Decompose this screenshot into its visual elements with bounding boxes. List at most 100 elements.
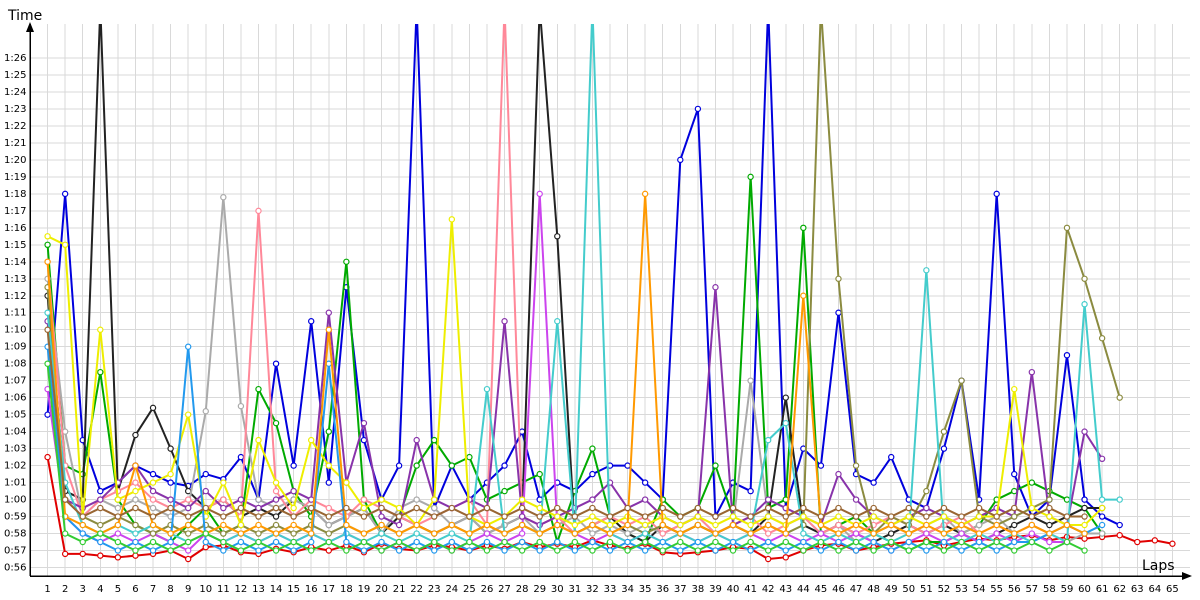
data-point xyxy=(501,513,508,520)
y-tick-label: 1:09 xyxy=(4,342,26,353)
data-point xyxy=(149,404,157,412)
y-tick-label: 1:03 xyxy=(4,444,26,455)
data-point xyxy=(1028,513,1036,520)
data-point xyxy=(659,530,666,537)
data-point xyxy=(220,504,227,512)
data-point xyxy=(378,538,385,546)
data-point xyxy=(571,521,579,529)
data-point xyxy=(395,462,403,469)
data-point xyxy=(1081,301,1088,308)
x-tick-label: 55 xyxy=(990,584,1003,595)
data-point xyxy=(1063,352,1071,359)
series-line xyxy=(46,24,1121,526)
data-point xyxy=(501,530,508,537)
data-point xyxy=(1081,530,1088,537)
data-point xyxy=(290,547,297,554)
data-point xyxy=(940,445,948,452)
data-point xyxy=(554,521,561,529)
data-point xyxy=(413,462,420,469)
data-point xyxy=(1046,521,1053,529)
data-point xyxy=(237,538,245,546)
y-tick-label: 1:21 xyxy=(4,138,26,149)
data-point xyxy=(817,547,825,554)
data-point xyxy=(202,504,209,512)
data-point xyxy=(413,496,420,503)
x-tick-label: 49 xyxy=(885,584,898,595)
data-point xyxy=(641,190,649,198)
data-point xyxy=(378,504,385,512)
data-point xyxy=(817,521,825,529)
x-tick-label: 61 xyxy=(1096,584,1109,595)
data-point xyxy=(835,521,842,529)
data-point xyxy=(255,385,262,393)
data-point xyxy=(694,521,702,529)
data-point xyxy=(360,547,368,554)
y-tick-label: 1:05 xyxy=(4,410,26,421)
data-point xyxy=(764,496,772,503)
x-tick-label: 50 xyxy=(902,584,915,595)
data-point xyxy=(589,470,596,478)
data-point xyxy=(712,284,719,291)
data-point xyxy=(766,4,771,9)
data-point xyxy=(97,326,104,333)
data-point xyxy=(395,521,403,529)
data-point xyxy=(255,207,262,215)
data-point xyxy=(202,408,209,415)
data-point xyxy=(272,521,280,529)
x-tick-label: 10 xyxy=(199,584,212,595)
data-point xyxy=(571,547,579,554)
data-point xyxy=(149,470,157,478)
y-tick-label: 1:17 xyxy=(4,206,26,217)
data-point xyxy=(729,547,737,554)
data-point xyxy=(413,504,420,512)
data-point xyxy=(518,547,526,554)
data-point xyxy=(167,547,174,554)
data-point xyxy=(132,504,139,512)
data-point xyxy=(431,504,438,512)
data-point xyxy=(606,513,614,520)
data-point xyxy=(1046,547,1053,554)
data-point xyxy=(132,538,139,546)
data-point xyxy=(800,224,807,232)
data-point xyxy=(132,479,139,486)
x-axis-arrow xyxy=(1182,572,1192,580)
data-point xyxy=(975,513,983,520)
x-tick-label: 52 xyxy=(938,584,951,595)
data-point xyxy=(1011,385,1018,393)
x-tick-label: 36 xyxy=(656,584,669,595)
data-point xyxy=(817,530,825,537)
data-point xyxy=(800,504,807,512)
series-line xyxy=(46,329,1085,518)
data-point xyxy=(958,538,965,546)
data-point xyxy=(149,513,157,520)
data-point xyxy=(448,462,456,469)
data-point xyxy=(518,496,526,503)
series-14 xyxy=(44,360,1088,554)
y-tick-label: 1:14 xyxy=(4,257,26,268)
x-tick-label: 27 xyxy=(498,584,511,595)
data-point xyxy=(44,453,51,461)
data-point xyxy=(184,538,192,546)
x-tick-label: 63 xyxy=(1131,584,1144,595)
data-point xyxy=(1028,538,1036,546)
data-point xyxy=(624,538,631,546)
data-point xyxy=(1169,540,1176,547)
x-tick-label: 31 xyxy=(568,584,581,595)
data-point xyxy=(431,530,438,537)
data-point xyxy=(870,547,877,554)
data-point xyxy=(888,530,895,537)
data-point xyxy=(764,504,772,512)
data-point xyxy=(677,156,684,164)
data-point xyxy=(184,496,192,503)
data-point xyxy=(835,530,842,537)
x-axis-title: Laps xyxy=(1142,558,1175,574)
data-point xyxy=(800,513,807,520)
data-point xyxy=(852,513,860,520)
data-point xyxy=(1063,496,1071,503)
data-point xyxy=(747,547,754,554)
x-tick-label: 58 xyxy=(1043,584,1056,595)
data-point xyxy=(220,521,227,529)
data-point xyxy=(1116,521,1123,529)
x-tick-label: 1 xyxy=(44,584,50,595)
data-point xyxy=(518,521,526,529)
